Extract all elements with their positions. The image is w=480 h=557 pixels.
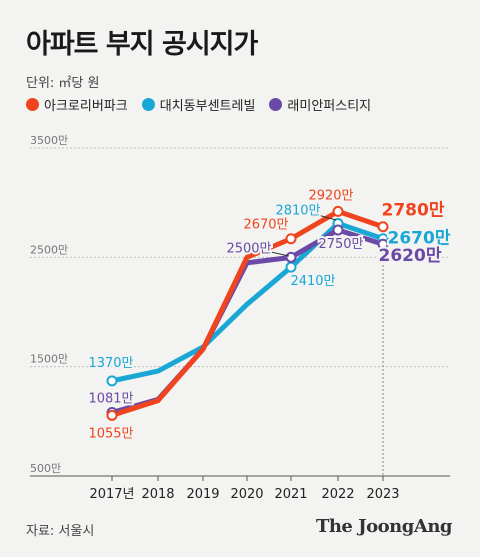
data-label-halo: 1081만 bbox=[88, 391, 133, 406]
source-note: 자료: 서울시 bbox=[26, 524, 95, 539]
data-label-halo: 1370만 bbox=[88, 356, 133, 371]
data-label-acro: 1055만 bbox=[88, 426, 133, 441]
data-label-firstige: 2620만 bbox=[379, 246, 442, 266]
data-label-centreville: 2670만 bbox=[388, 229, 451, 249]
y-tick-label: 1500만 bbox=[30, 353, 68, 366]
data-label-halo: 2670만 bbox=[388, 229, 451, 249]
x-tick-label: 2020 bbox=[230, 487, 263, 502]
legend-item-centreville: 대치동부센트레빌 bbox=[141, 95, 256, 114]
data-label-firstige: 2750만 bbox=[318, 237, 363, 252]
legend: 아크로리버파크 대치동부센트레빌 래미안퍼스티지 bbox=[26, 95, 371, 114]
legend-item-firstige: 래미안퍼스티지 bbox=[269, 95, 371, 114]
chart-title: 아파트 부지 공시지가 bbox=[26, 29, 258, 60]
data-marker-firstige bbox=[285, 251, 297, 263]
data-label-halo: 2620만 bbox=[379, 246, 442, 266]
data-label-halo: 2750만 bbox=[318, 237, 363, 252]
data-marker-centreville bbox=[106, 375, 118, 387]
y-tick-label: 3500만 bbox=[30, 134, 68, 147]
data-label-centreville: 2410만 bbox=[290, 274, 335, 289]
data-marker-acro bbox=[377, 221, 389, 233]
y-tick-label: 500만 bbox=[30, 462, 61, 475]
y-tick-label: 2500만 bbox=[30, 243, 68, 256]
data-marker-firstige bbox=[332, 224, 344, 236]
data-label-halo: 2780만 bbox=[382, 201, 445, 221]
data-label-acro: 2670만 bbox=[243, 218, 288, 233]
data-label-acro: 2780만 bbox=[382, 201, 445, 221]
data-marker-acro bbox=[332, 205, 344, 217]
data-marker-acro bbox=[285, 233, 297, 245]
leader-line bbox=[252, 247, 290, 257]
data-label-acro: 2920만 bbox=[308, 188, 353, 203]
legend-label-acro: 아크로리버파크 bbox=[44, 99, 128, 114]
x-tick-label: 2021 bbox=[274, 487, 307, 502]
data-label-centreville: 1370만 bbox=[88, 356, 133, 371]
legend-label-centreville: 대치동부센트레빌 bbox=[159, 99, 256, 114]
data-label-centreville: 2810만 bbox=[275, 203, 320, 218]
data-marker-acro bbox=[106, 409, 118, 421]
legend-swatch-firstige bbox=[269, 98, 283, 111]
legend-label-firstige: 래미안퍼스티지 bbox=[287, 99, 372, 114]
data-label-halo: 2500만 bbox=[226, 241, 271, 256]
unit-label: 단위: ㎡당 원 bbox=[26, 76, 100, 91]
x-tick-label: 2023 bbox=[366, 487, 399, 502]
x-tick-label: 2019 bbox=[186, 487, 219, 502]
x-tick-label: 2018 bbox=[141, 487, 174, 502]
data-label-halo: 2920만 bbox=[308, 188, 353, 203]
leader-line bbox=[299, 209, 337, 221]
data-label-halo: 2410만 bbox=[290, 274, 335, 289]
data-label-halo: 2670만 bbox=[243, 218, 288, 233]
x-tick-label: 2022 bbox=[321, 487, 354, 502]
data-marker-centreville bbox=[285, 261, 297, 273]
legend-swatch-centreville bbox=[141, 98, 155, 111]
data-label-halo: 1055만 bbox=[88, 426, 133, 441]
data-label-halo: 2810만 bbox=[275, 203, 320, 218]
brand-logo: The JoongAng bbox=[315, 516, 453, 537]
data-marker-firstige bbox=[377, 238, 389, 250]
data-label-firstige: 1081만 bbox=[88, 391, 133, 406]
x-tick-label: 2017년 bbox=[89, 487, 134, 502]
legend-swatch-acro bbox=[26, 98, 39, 111]
legend-item-acro: 아크로리버파크 bbox=[26, 95, 128, 114]
data-label-firstige: 2500만 bbox=[226, 241, 271, 256]
